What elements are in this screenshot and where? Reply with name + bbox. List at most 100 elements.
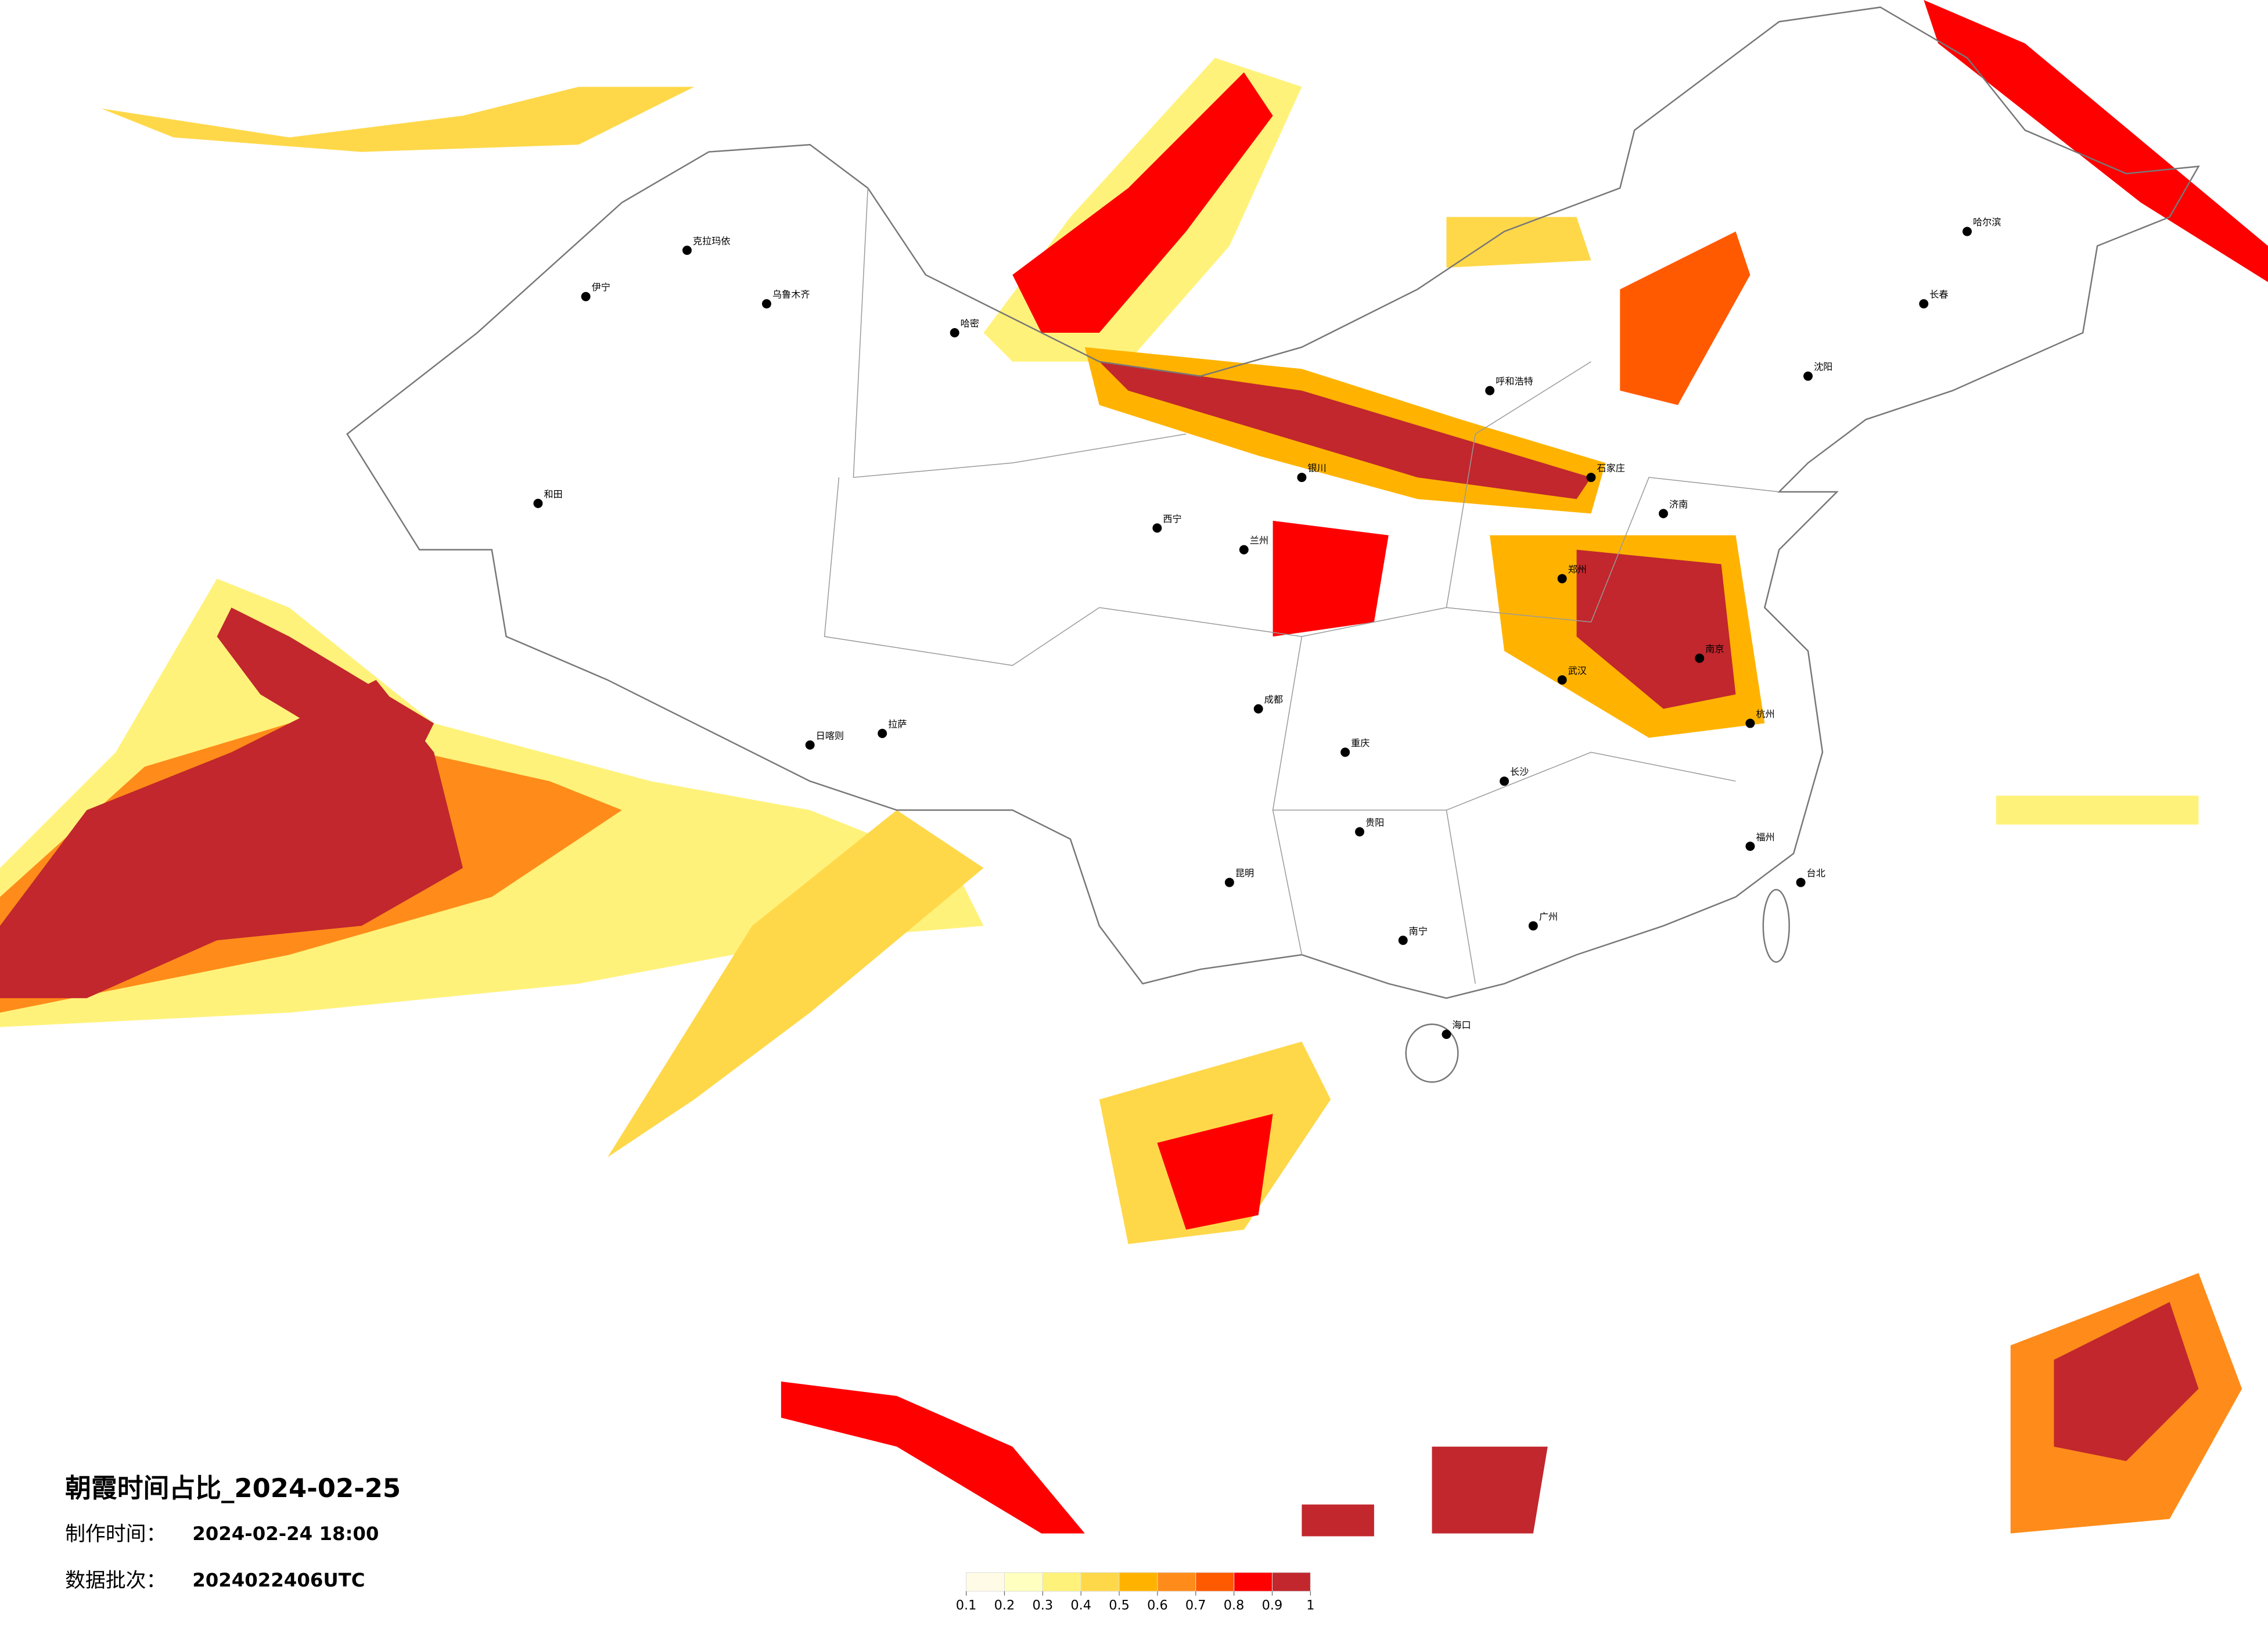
city-label: 郑州: [1568, 564, 1587, 575]
city-dot: [1152, 523, 1162, 533]
made-time: 2024-02-24 18:00: [192, 1523, 379, 1545]
city-label: 长春: [1929, 289, 1948, 300]
city-label: 伊宁: [592, 282, 610, 293]
city-dot: [1224, 877, 1234, 887]
batch-label: 数据批次：: [65, 1569, 166, 1592]
city-dot: [950, 328, 959, 337]
heat-area: [1099, 361, 1591, 499]
hainan: [1405, 1023, 1459, 1083]
city-dot: [581, 292, 591, 301]
city-label: 南京: [1705, 643, 1724, 654]
legend-swatch: [966, 1572, 1005, 1592]
city-label: 福州: [1756, 832, 1774, 843]
legend-tick-label: 0.2: [994, 1598, 1015, 1613]
city-label: 银川: [1307, 463, 1326, 474]
city-dot: [1919, 299, 1929, 309]
city-label: 贵阳: [1365, 817, 1384, 828]
city-dot: [1695, 653, 1705, 663]
heat-area: [1576, 549, 1736, 709]
city-label: 南宁: [1409, 926, 1428, 937]
legend-tick-label: 0.7: [1185, 1598, 1206, 1613]
legend-tick-label: 0.3: [1033, 1598, 1054, 1613]
city-label: 哈尔滨: [1973, 217, 2001, 228]
city-dot: [1586, 473, 1596, 483]
city-label: 济南: [1669, 499, 1688, 510]
heat-area: [1273, 520, 1389, 637]
city-label: 昆明: [1235, 868, 1254, 879]
heat-area: [2054, 1301, 2199, 1462]
city-label: 克拉玛依: [693, 236, 731, 247]
city-dot: [1398, 936, 1408, 945]
city-dot: [1297, 473, 1307, 483]
legend-tick-label: 0.5: [1109, 1598, 1130, 1613]
city-dot: [1485, 386, 1495, 395]
legend-tick-label: 0.1: [956, 1598, 977, 1613]
city-dot: [878, 729, 887, 738]
legend-swatch: [1271, 1572, 1311, 1592]
heat-area: [1432, 1447, 1548, 1534]
taiwan: [1762, 888, 1790, 963]
legend-swatch: [1042, 1572, 1081, 1592]
city-dot: [1340, 747, 1350, 757]
legend-swatch: [1234, 1572, 1273, 1592]
heat-area: [217, 607, 434, 782]
heat-area: [1620, 231, 1751, 405]
city-dot: [682, 245, 692, 255]
legend: 0.1 0.2 0.3 0.4 0.5 0.6 0.7 0.8 0.9 1: [956, 1572, 1314, 1613]
city-dot: [1963, 226, 1972, 236]
heat-area: [1157, 1114, 1273, 1230]
city-dot: [1796, 877, 1806, 887]
city-dot: [1528, 921, 1538, 931]
title: 朝霞时间占比_2024-02-25: [65, 1473, 401, 1503]
city-dot: [533, 498, 543, 508]
heat-layer: [0, 0, 2268, 1537]
city-label: 拉萨: [888, 719, 907, 730]
heat-area: [1302, 1504, 1374, 1537]
heat-area: [781, 1382, 1085, 1534]
legend-swatch: [1080, 1572, 1120, 1592]
legend-tick-label: 0.9: [1262, 1598, 1283, 1613]
city-label: 杭州: [1756, 708, 1774, 720]
heat-area: [1924, 0, 2268, 282]
city-dot: [1557, 574, 1567, 584]
city-label: 石家庄: [1597, 463, 1625, 474]
city-dot: [1745, 718, 1755, 728]
legend-tick-label: 0.6: [1147, 1598, 1168, 1613]
city-dot: [1659, 509, 1668, 519]
city-dot: [761, 299, 771, 309]
city-label: 广州: [1539, 911, 1558, 922]
heat-area: [607, 810, 984, 1157]
heat-area: [101, 87, 695, 152]
city-dot: [1355, 827, 1364, 837]
province-lines: [824, 188, 1780, 984]
legend-swatch: [1004, 1572, 1043, 1592]
heat-area: [1446, 217, 1591, 268]
city-label: 成都: [1264, 694, 1283, 705]
legend-tick-label: 0.4: [1070, 1598, 1091, 1613]
legend-swatch: [1157, 1572, 1196, 1592]
legend-swatch: [1195, 1572, 1235, 1592]
city-dot: [1500, 776, 1509, 786]
city-label: 海口: [1452, 1020, 1471, 1031]
heat-area: [1012, 72, 1273, 333]
city-label: 武汉: [1568, 665, 1587, 676]
city-dot: [1442, 1030, 1451, 1039]
city-label: 和田: [544, 488, 562, 499]
legend-tick-label: 0.8: [1224, 1598, 1245, 1613]
heat-area: [1996, 796, 2199, 825]
made-label: 制作时间：: [65, 1523, 166, 1546]
legend-swatch: [1119, 1572, 1158, 1592]
city-dot: [805, 740, 815, 750]
city-dot: [1557, 675, 1567, 685]
country-outline: [346, 6, 2200, 1083]
city-dot: [1745, 841, 1755, 851]
heat-area: [0, 679, 463, 998]
city-dot: [1239, 545, 1249, 555]
border: [346, 6, 2200, 999]
city-label: 兰州: [1250, 535, 1268, 546]
city-label: 台北: [1807, 868, 1825, 879]
city-dot: [1803, 371, 1813, 381]
